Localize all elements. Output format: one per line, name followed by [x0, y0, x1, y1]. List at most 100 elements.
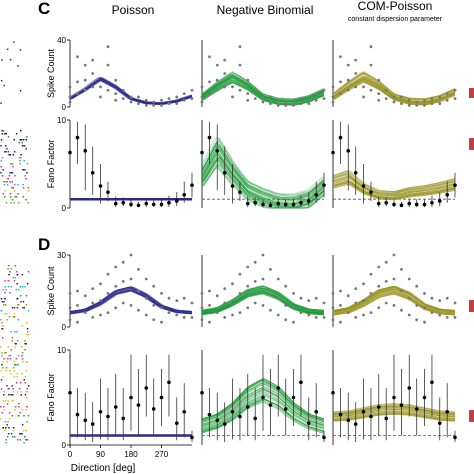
- fano-point: [453, 183, 457, 187]
- model-curve: [201, 286, 324, 312]
- data-point: [129, 253, 133, 257]
- model-curve: [332, 176, 456, 196]
- model-curve: [332, 292, 456, 315]
- raster-tick: [6, 403, 9, 405]
- data-point: [392, 304, 396, 307]
- model-curve: [201, 74, 325, 101]
- subplot-d-2-com-poisson: [331, 253, 457, 327]
- fano-point: [136, 203, 141, 208]
- model-curve: [69, 286, 193, 312]
- data-point: [423, 320, 426, 324]
- model-curve: [332, 178, 456, 197]
- data-point: [354, 316, 358, 319]
- raster-tick: [18, 142, 21, 144]
- x-tick-label: 180: [124, 450, 138, 459]
- data-point: [68, 100, 72, 104]
- data-point: [200, 85, 204, 89]
- raster-tick: [7, 400, 9, 402]
- model-curve: [69, 287, 193, 313]
- model-curve: [332, 293, 456, 316]
- model-curve: [201, 145, 325, 200]
- raster-tick: [0, 139, 3, 141]
- model-curve: [69, 287, 193, 313]
- data-point: [190, 301, 194, 305]
- data-point: [415, 318, 419, 322]
- raster-tick: [4, 286, 6, 288]
- model-curve: [69, 286, 193, 313]
- data-point: [453, 97, 457, 101]
- model-curve: [332, 175, 456, 196]
- data-point: [76, 92, 79, 95]
- model-curve: [201, 290, 325, 314]
- data-point: [261, 253, 265, 257]
- data-point: [106, 272, 110, 276]
- raster-tick: [26, 331, 29, 333]
- clipped-marker: [469, 300, 474, 312]
- model-curve: [332, 290, 456, 314]
- fano-point: [151, 407, 156, 411]
- fano-point: [90, 171, 95, 175]
- fano-point: [422, 395, 427, 400]
- raster-tick: [17, 364, 19, 366]
- data-point: [223, 85, 227, 89]
- model-curve: [332, 286, 456, 311]
- model-curve: [332, 176, 456, 196]
- data-point: [121, 88, 125, 92]
- model-curve: [201, 290, 325, 314]
- title-poisson: Poisson: [112, 3, 155, 17]
- model-curve: [201, 287, 325, 312]
- data-point: [400, 289, 403, 293]
- model-curve: [201, 286, 325, 311]
- data-point: [322, 316, 326, 319]
- raster-tick: [0, 388, 3, 390]
- fano-point: [392, 395, 396, 400]
- raster-tick: [18, 157, 21, 159]
- model-curve: [332, 288, 456, 313]
- model-curve: [332, 184, 456, 201]
- model-curve: [332, 174, 456, 195]
- data-point: [438, 313, 442, 317]
- model-curve: [201, 75, 325, 102]
- raster-tick: [9, 181, 11, 183]
- model-curve: [201, 167, 325, 209]
- data-point: [438, 299, 442, 302]
- model-curve: [69, 290, 193, 314]
- model-curve: [332, 79, 456, 105]
- raster-tick: [20, 301, 22, 303]
- model-curve: [201, 145, 325, 201]
- raster-tick: [27, 187, 30, 189]
- fano-point: [167, 380, 171, 385]
- raster-tick: [4, 304, 7, 306]
- raster-tick: [5, 181, 7, 183]
- raster-tick: [8, 175, 11, 177]
- model-curve: [201, 291, 325, 314]
- fano-point: [245, 201, 250, 206]
- raster-tick: [14, 184, 16, 186]
- raster-tick: [4, 145, 7, 147]
- model-curve: [69, 289, 193, 314]
- raster-tick: [7, 265, 10, 267]
- model-curve: [201, 293, 325, 316]
- model-curve: [201, 79, 325, 104]
- model-curve: [332, 73, 456, 101]
- model-curve: [332, 286, 456, 311]
- fano-point: [299, 380, 303, 385]
- model-curve: [332, 286, 456, 311]
- data-point: [392, 253, 396, 257]
- model-curve: [332, 181, 456, 199]
- model-curve: [332, 73, 456, 100]
- raster-tick: [22, 301, 25, 303]
- model-curve: [332, 176, 456, 196]
- raster-tick: [3, 196, 6, 198]
- model-curve: [332, 174, 456, 195]
- model-curve: [332, 71, 456, 100]
- raster-tick: [10, 286, 13, 288]
- model-curve: [332, 80, 456, 105]
- model-curve: [201, 82, 325, 106]
- data-point: [269, 289, 272, 293]
- model-curve: [201, 145, 325, 200]
- data-point: [68, 306, 72, 310]
- raster-tick: [24, 391, 27, 393]
- data-point: [182, 296, 186, 300]
- fano-point: [291, 202, 296, 207]
